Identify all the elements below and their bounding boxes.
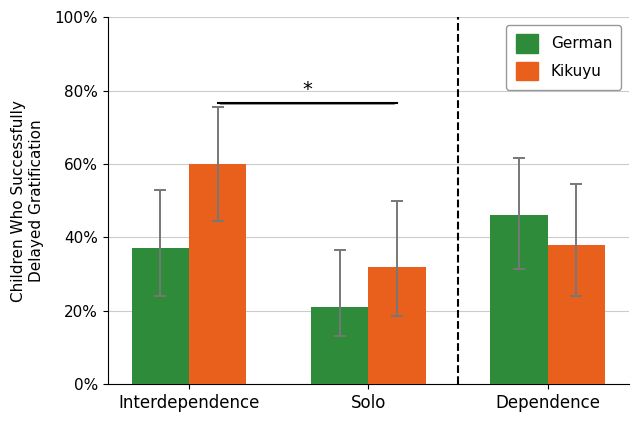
Bar [311, 307, 369, 384]
Legend: German, Kikuyu: German, Kikuyu [506, 25, 621, 90]
Bar [548, 244, 605, 384]
Bar [132, 248, 189, 384]
Text: *: * [303, 80, 312, 99]
Bar [490, 215, 548, 384]
Y-axis label: Children Who Successfully
Delayed Gratification: Children Who Successfully Delayed Gratif… [11, 100, 44, 302]
Bar [369, 267, 426, 384]
Bar [189, 164, 246, 384]
